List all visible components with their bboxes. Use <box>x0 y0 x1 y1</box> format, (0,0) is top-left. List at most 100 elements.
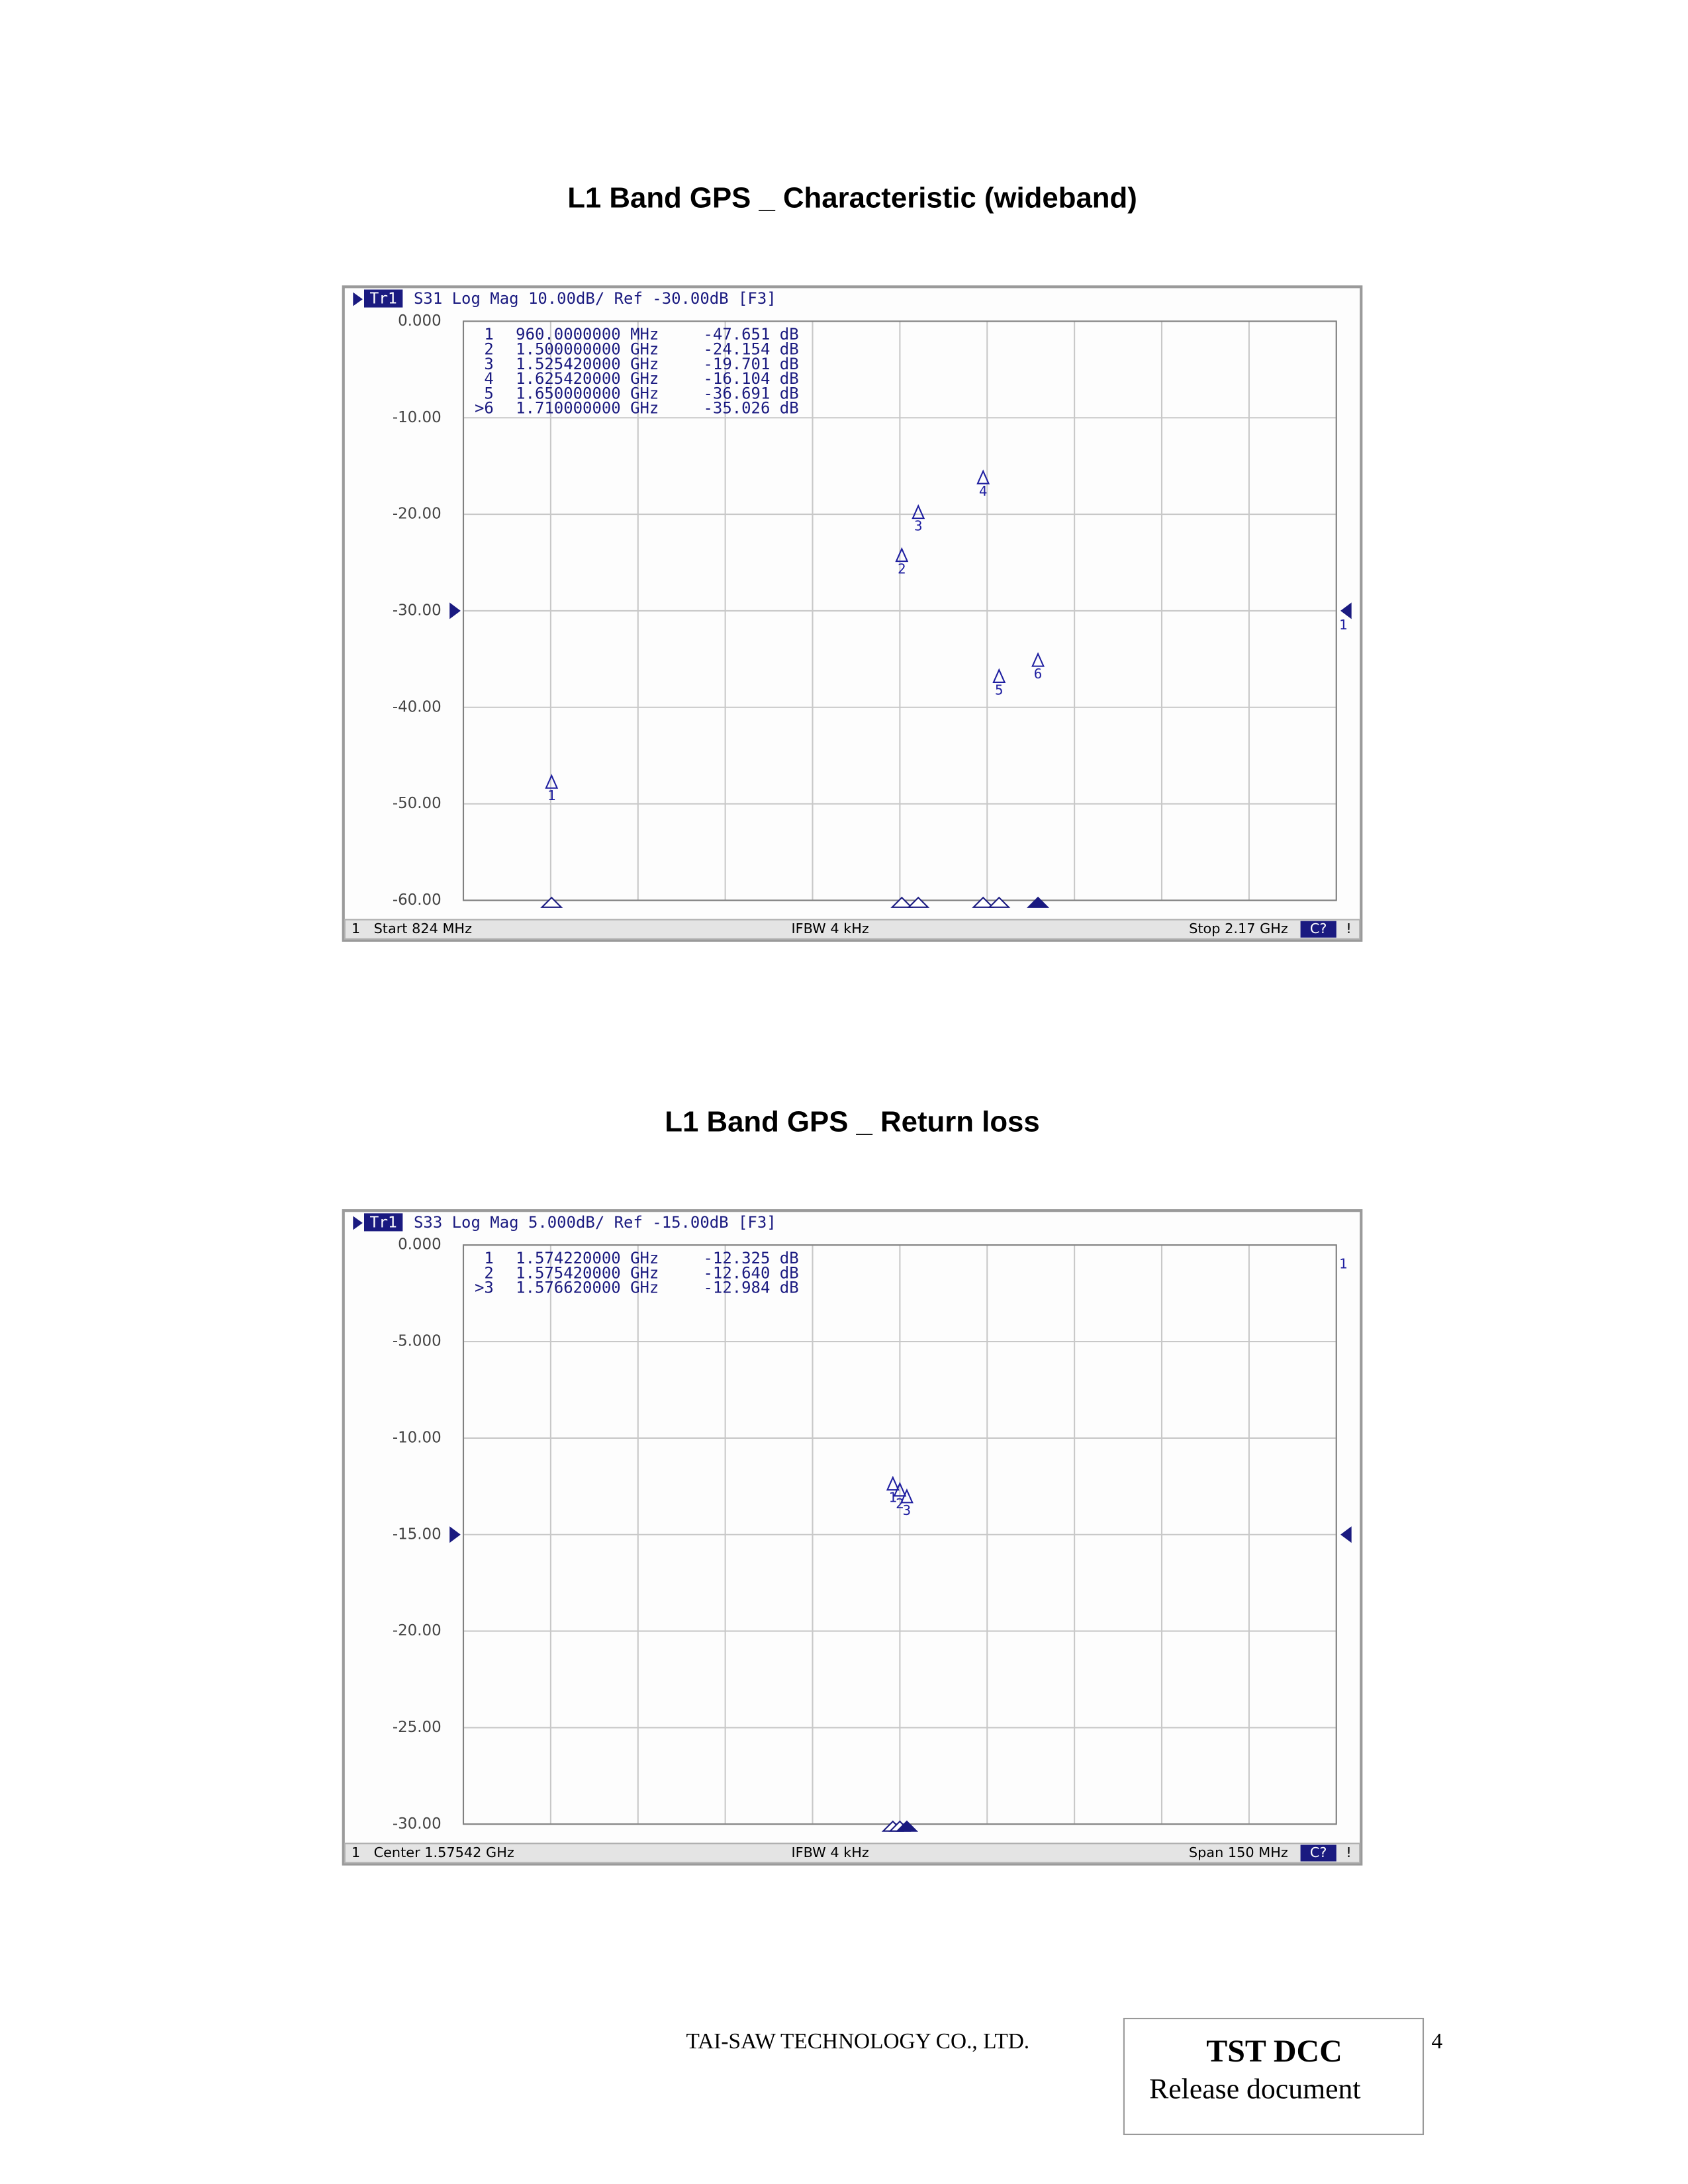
marker-triangle <box>976 469 990 484</box>
marker-triangle <box>992 668 1006 683</box>
y-tick-label: -10.00 <box>393 409 442 426</box>
marker-table-no: 4 <box>484 369 493 388</box>
status-flag: ! <box>1346 921 1351 936</box>
marker-table-no: 2 <box>484 340 493 359</box>
status-bar <box>344 1843 1361 1864</box>
marker-table-no: >6 <box>475 399 494 418</box>
marker-table-level: -12.640 dB <box>704 1263 799 1282</box>
status-center: IFBW 4 kHz <box>791 921 868 936</box>
analyzer-header: S31 Log Mag 10.00dB/ Ref -30.00dB [F3] <box>414 289 776 308</box>
y-tick-label: -25.00 <box>393 1719 442 1736</box>
release-title: TST DCC <box>1206 2034 1342 2069</box>
status-badge-bg <box>1300 1844 1336 1862</box>
analyzer-header: S33 Log Mag 5.000dB/ Ref -15.00dB [F3] <box>414 1213 776 1232</box>
marker-table-frequency: 1.650000000 GHz <box>516 384 659 402</box>
marker-table-no: 5 <box>484 384 493 402</box>
marker-label: 3 <box>903 1502 912 1518</box>
marker-triangle <box>912 504 925 520</box>
status-flag: ! <box>1346 1844 1351 1860</box>
marker-label: 6 <box>1034 666 1043 682</box>
y-tick-label: -10.00 <box>393 1429 442 1446</box>
chart-title: L1 Band GPS _ Return loss <box>665 1105 1039 1138</box>
y-tick-label: 0.000 <box>398 312 442 330</box>
marker-triangle <box>886 1475 900 1491</box>
release-box <box>1123 2017 1425 2136</box>
trace-end-label: 1 <box>1339 617 1348 633</box>
marker-axis-indicator <box>540 896 563 908</box>
y-tick-label: -40.00 <box>393 698 442 715</box>
marker-table-frequency: 1.625420000 GHz <box>516 369 659 388</box>
status-left: Center 1.57542 GHz <box>374 1844 514 1860</box>
marker-table-frequency: 1.574220000 GHz <box>516 1249 659 1267</box>
company-name: TAI-SAW TECHNOLOGY CO., LTD. <box>686 2029 1030 2054</box>
marker-table-no: >3 <box>475 1279 494 1297</box>
marker-label: 5 <box>995 682 1004 698</box>
y-tick-label: -5.000 <box>393 1333 442 1350</box>
marker-table-no: 1 <box>484 325 493 343</box>
status-center: IFBW 4 kHz <box>791 1844 868 1860</box>
marker-axis-indicator <box>1026 896 1050 908</box>
trace-end-label: 1 <box>1339 1255 1348 1271</box>
y-tick-label: -20.00 <box>393 1622 442 1639</box>
marker-table-level: -47.651 dB <box>704 325 799 343</box>
chart-title: L1 Band GPS _ Characteristic (wideband) <box>567 182 1137 214</box>
marker-triangle <box>545 774 559 789</box>
marker-label: 1 <box>547 788 556 803</box>
status-badge: C? <box>1310 1844 1327 1860</box>
status-bar <box>344 919 1361 940</box>
ref-arrow-left <box>449 602 461 619</box>
trace-tag-bg <box>364 1213 403 1232</box>
page-number: 4 <box>1431 2029 1442 2054</box>
tag-arrow <box>353 1216 363 1230</box>
marker-table-no: 1 <box>484 1249 493 1267</box>
marker-table-level: -35.026 dB <box>704 399 799 418</box>
marker-axis-indicator <box>972 896 995 908</box>
marker-table-level: -12.325 dB <box>704 1249 799 1267</box>
marker-axis-indicator <box>907 896 930 908</box>
marker-label: 4 <box>979 483 988 499</box>
marker-axis-indicator <box>895 1820 919 1832</box>
marker-table-level: -19.701 dB <box>704 355 799 373</box>
status-right: Span 150 MHz <box>1189 1844 1288 1860</box>
marker-table-frequency: 1.575420000 GHz <box>516 1263 659 1282</box>
analyzer-frame <box>342 1209 1363 1866</box>
marker-table-frequency: 1.576620000 GHz <box>516 1279 659 1297</box>
ref-arrow-right <box>1340 1526 1352 1543</box>
trace-tag: Tr1 <box>369 1214 397 1231</box>
status-channel: 1 <box>352 1844 360 1860</box>
y-tick-label: -60.00 <box>393 891 442 909</box>
status-channel: 1 <box>352 921 360 936</box>
marker-axis-indicator <box>988 896 1011 908</box>
analyzer-frame <box>342 285 1363 942</box>
marker-table-frequency: 960.0000000 MHz <box>516 325 659 343</box>
tag-arrow <box>353 292 363 306</box>
marker-table-level: -36.691 dB <box>704 384 799 402</box>
status-left: Start 824 MHz <box>374 921 473 936</box>
marker-triangle <box>1031 652 1045 667</box>
ref-arrow-right <box>1340 602 1352 619</box>
trace-tag-bg <box>364 289 403 308</box>
status-right: Stop 2.17 GHz <box>1189 921 1288 936</box>
marker-axis-indicator <box>890 896 914 908</box>
marker-table-no: 3 <box>484 355 493 373</box>
y-tick-label: -15.00 <box>393 1525 442 1543</box>
marker-table-no: 2 <box>484 1263 493 1282</box>
status-badge: C? <box>1310 921 1327 936</box>
marker-table-frequency: 1.710000000 GHz <box>516 399 659 418</box>
marker-table-frequency: 1.500000000 GHz <box>516 340 659 359</box>
ref-arrow-left <box>449 1526 461 1543</box>
y-tick-label: -30.00 <box>393 1815 442 1833</box>
y-tick-label: -20.00 <box>393 506 442 523</box>
y-tick-label: -50.00 <box>393 795 442 812</box>
marker-triangle <box>893 1482 907 1497</box>
marker-triangle <box>895 547 909 563</box>
y-tick-label: 0.000 <box>398 1236 442 1253</box>
marker-triangle <box>900 1488 914 1504</box>
marker-table-level: -16.104 dB <box>704 369 799 388</box>
marker-table-level: -24.154 dB <box>704 340 799 359</box>
trace-tag: Tr1 <box>369 291 397 308</box>
status-badge-bg <box>1300 921 1336 938</box>
y-tick-label: -30.00 <box>393 602 442 619</box>
